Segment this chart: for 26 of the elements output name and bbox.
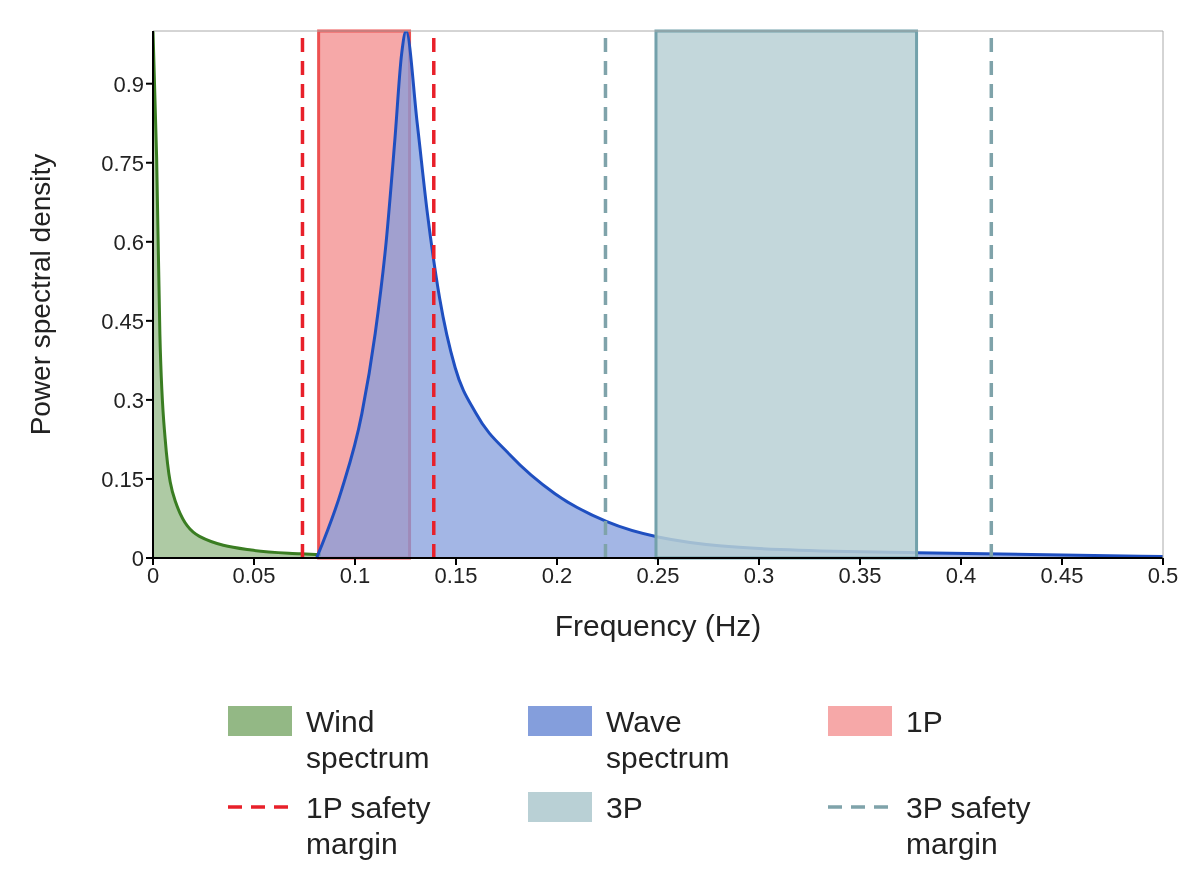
y-tick-label: 0.9 [113,71,144,97]
x-tick-label: 0.05 [232,562,276,588]
x-tick-label: 0.4 [945,562,977,588]
x-tick-label: 0.25 [636,562,680,588]
legend-label: 3P [606,790,644,826]
x-tick-label: 0.3 [743,562,775,588]
y-tick-label: 0.15 [101,466,144,492]
x-tick-label: 0.15 [434,562,478,588]
legend-label: 1P [906,704,944,740]
y-tick-label: 0.3 [113,387,144,413]
y-axis-title: Power spectral density [24,153,56,436]
y-tick-label: 0 [131,545,144,571]
x-tick-label: 0.35 [838,562,882,588]
legend-label: Wave spectrum [606,704,731,776]
y-tick-label: 0.6 [113,229,144,255]
x-tick-label: 0 [146,562,160,588]
x-tick-label: 0.2 [541,562,573,588]
x-axis-title: Frequency (Hz) [554,609,762,642]
x-tick-label: 0.1 [339,562,371,588]
x-tick-label: 0.5 [1147,562,1179,588]
legend-label: 3P safety margin [906,790,1032,862]
y-tick-label: 0.45 [101,308,144,334]
legend-label: Wind spectrum [306,704,431,776]
x-tick-label: 0.45 [1040,562,1084,588]
y-tick-label: 0.75 [101,150,144,176]
legend-label: 1P safety margin [306,790,432,862]
